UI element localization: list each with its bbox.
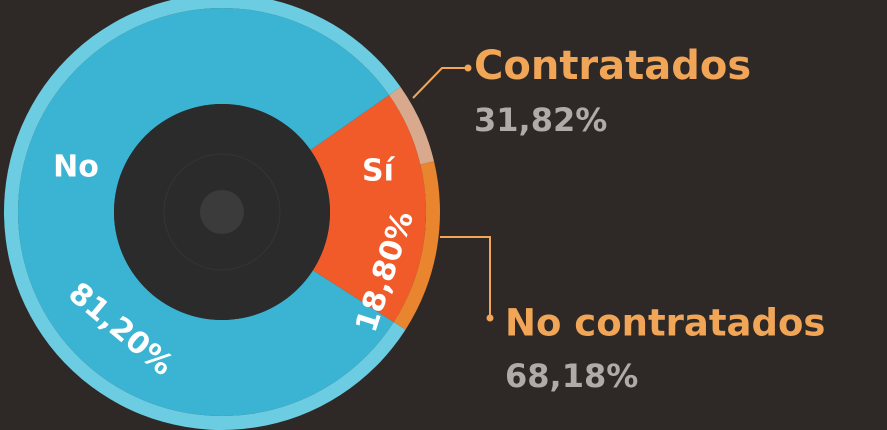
sub-label: Contratados bbox=[474, 43, 751, 89]
sub-slice bbox=[389, 86, 435, 165]
center-dot bbox=[200, 190, 244, 234]
sub-value: 31,82% bbox=[474, 101, 607, 139]
rings bbox=[4, 0, 440, 430]
callout-dot bbox=[486, 314, 494, 322]
sub-value: 68,18% bbox=[505, 357, 638, 395]
slice bbox=[310, 94, 427, 323]
sub-label: No contratados bbox=[505, 302, 825, 345]
center-ring bbox=[163, 153, 281, 271]
slice-label: No bbox=[53, 150, 99, 185]
callout-line bbox=[412, 67, 468, 99]
callout-dot bbox=[464, 64, 472, 72]
slice bbox=[18, 7, 394, 416]
callout-line bbox=[440, 236, 491, 318]
sub-slice bbox=[393, 161, 440, 330]
slice-label: Sí bbox=[362, 154, 396, 189]
